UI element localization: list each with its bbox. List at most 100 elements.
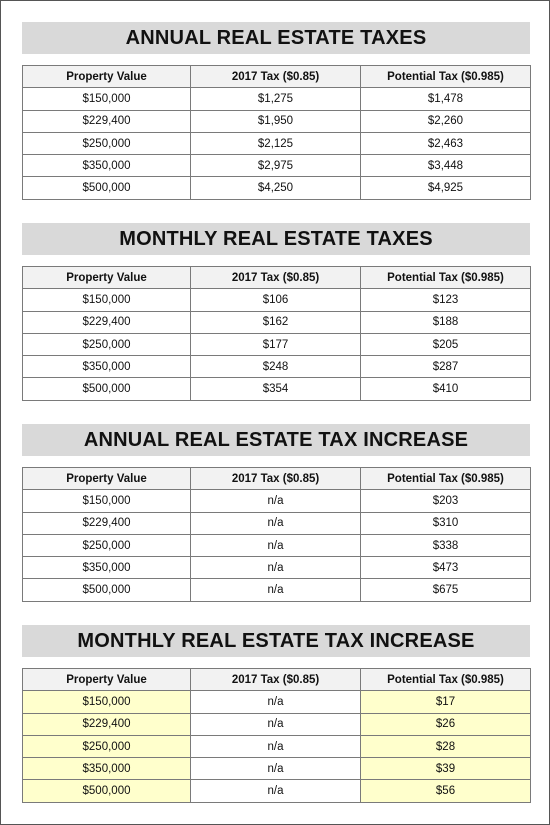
table-cell: $500,000 — [22, 578, 191, 602]
column-header: Property Value — [22, 667, 191, 692]
column-header: Potential Tax ($0.985) — [360, 64, 531, 89]
table-cell: n/a — [190, 757, 361, 781]
table-cell: $188 — [360, 310, 531, 334]
monthly-taxes-section: MONTHLY REAL ESTATE TAXES Property Value… — [22, 223, 531, 401]
table-cell: $310 — [360, 511, 531, 535]
table-row: $500,000 $4,250 $4,925 — [22, 176, 531, 200]
annual-taxes-table: Property Value 2017 Tax ($0.85) Potentia… — [22, 64, 531, 200]
table-cell: $354 — [190, 377, 361, 401]
table-cell: $150,000 — [22, 87, 191, 111]
highlighted-cell: $500,000 — [22, 779, 191, 803]
column-header: 2017 Tax ($0.85) — [190, 265, 361, 290]
highlighted-cell: $28 — [360, 734, 531, 759]
section-title: ANNUAL REAL ESTATE TAXES — [22, 22, 530, 54]
table-cell: $250,000 — [22, 533, 191, 558]
table-row: $229,400 n/a $310 — [22, 511, 531, 535]
table-cell: $350,000 — [22, 556, 191, 580]
table-cell: $3,448 — [360, 154, 531, 178]
table-row: $150,000 $1,275 $1,478 — [22, 87, 531, 111]
table-cell: $229,400 — [22, 310, 191, 334]
table-cell: n/a — [190, 734, 361, 759]
table-cell: $123 — [360, 288, 531, 312]
table-cell: $350,000 — [22, 154, 191, 178]
table-cell: $1,478 — [360, 87, 531, 111]
table-cell: n/a — [190, 779, 361, 803]
table-cell: $338 — [360, 533, 531, 558]
highlighted-cell: $56 — [360, 779, 531, 803]
table-cell: $4,925 — [360, 176, 531, 200]
table-row: $229,400 n/a $26 — [22, 712, 531, 736]
highlighted-cell: $39 — [360, 757, 531, 781]
table-cell: $2,260 — [360, 109, 531, 133]
table-cell: $162 — [190, 310, 361, 334]
header-row: Property Value 2017 Tax ($0.85) Potentia… — [22, 265, 531, 290]
column-header: Potential Tax ($0.985) — [360, 265, 531, 290]
table-row: $350,000 n/a $473 — [22, 556, 531, 580]
table-cell: n/a — [190, 578, 361, 602]
section-title: ANNUAL REAL ESTATE TAX INCREASE — [22, 424, 530, 456]
table-cell: $106 — [190, 288, 361, 312]
table-cell: $350,000 — [22, 355, 191, 379]
table-cell: $248 — [190, 355, 361, 379]
column-header: 2017 Tax ($0.85) — [190, 466, 361, 491]
highlighted-cell: $17 — [360, 690, 531, 714]
table-row: $250,000 $177 $205 — [22, 332, 531, 357]
header-row: Property Value 2017 Tax ($0.85) Potentia… — [22, 64, 531, 89]
column-header: 2017 Tax ($0.85) — [190, 64, 361, 89]
table-cell: $500,000 — [22, 176, 191, 200]
table-cell: $250,000 — [22, 332, 191, 357]
table-cell: n/a — [190, 712, 361, 736]
table-cell: n/a — [190, 690, 361, 714]
highlighted-cell: $26 — [360, 712, 531, 736]
annual-increase-table: Property Value 2017 Tax ($0.85) Potentia… — [22, 466, 531, 602]
section-title: MONTHLY REAL ESTATE TAX INCREASE — [22, 625, 530, 657]
highlighted-cell: $250,000 — [22, 734, 191, 759]
column-header: Potential Tax ($0.985) — [360, 466, 531, 491]
table-row: $229,400 $1,950 $2,260 — [22, 109, 531, 133]
table-row: $350,000 $248 $287 — [22, 355, 531, 379]
table-row: $350,000 n/a $39 — [22, 757, 531, 781]
highlighted-cell: $350,000 — [22, 757, 191, 781]
highlighted-cell: $229,400 — [22, 712, 191, 736]
table-cell: n/a — [190, 511, 361, 535]
table-cell: $410 — [360, 377, 531, 401]
monthly-increase-section: MONTHLY REAL ESTATE TAX INCREASE Propert… — [22, 625, 531, 803]
table-row: $350,000 $2,975 $3,448 — [22, 154, 531, 178]
table-cell: $150,000 — [22, 288, 191, 312]
table-row: $250,000 n/a $338 — [22, 533, 531, 558]
table-cell: $229,400 — [22, 109, 191, 133]
table-cell: $2,463 — [360, 131, 531, 156]
table-cell: $177 — [190, 332, 361, 357]
table-row: $150,000 n/a $17 — [22, 690, 531, 714]
header-row: Property Value 2017 Tax ($0.85) Potentia… — [22, 466, 531, 491]
table-row: $250,000 n/a $28 — [22, 734, 531, 759]
header-row: Property Value 2017 Tax ($0.85) Potentia… — [22, 667, 531, 692]
column-header: Potential Tax ($0.985) — [360, 667, 531, 692]
table-cell: $205 — [360, 332, 531, 357]
table-row: $150,000 n/a $203 — [22, 489, 531, 513]
monthly-taxes-table: Property Value 2017 Tax ($0.85) Potentia… — [22, 265, 531, 401]
column-header: 2017 Tax ($0.85) — [190, 667, 361, 692]
section-title: MONTHLY REAL ESTATE TAXES — [22, 223, 530, 255]
table-cell: $1,275 — [190, 87, 361, 111]
table-row: $150,000 $106 $123 — [22, 288, 531, 312]
column-header: Property Value — [22, 64, 191, 89]
table-cell: $2,975 — [190, 154, 361, 178]
table-cell: n/a — [190, 556, 361, 580]
column-header: Property Value — [22, 466, 191, 491]
annual-taxes-section: ANNUAL REAL ESTATE TAXES Property Value … — [22, 22, 531, 200]
table-cell: $473 — [360, 556, 531, 580]
monthly-increase-table: Property Value 2017 Tax ($0.85) Potentia… — [22, 667, 531, 803]
table-cell: $675 — [360, 578, 531, 602]
annual-increase-section: ANNUAL REAL ESTATE TAX INCREASE Property… — [22, 424, 531, 602]
table-row: $500,000 $354 $410 — [22, 377, 531, 401]
table-cell: $229,400 — [22, 511, 191, 535]
table-row: $500,000 n/a $56 — [22, 779, 531, 803]
table-cell: n/a — [190, 489, 361, 513]
column-header: Property Value — [22, 265, 191, 290]
table-cell: $250,000 — [22, 131, 191, 156]
table-cell: $287 — [360, 355, 531, 379]
table-row: $229,400 $162 $188 — [22, 310, 531, 334]
table-row: $250,000 $2,125 $2,463 — [22, 131, 531, 156]
table-cell: $2,125 — [190, 131, 361, 156]
